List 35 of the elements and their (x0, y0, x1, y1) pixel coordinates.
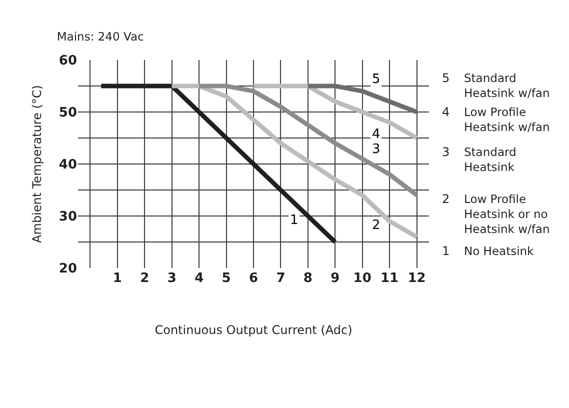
text: 3 (442, 145, 450, 159)
x-tick-label: 5 (222, 271, 231, 286)
series-label: 5 (372, 72, 380, 87)
x-axis-title: Continuous Output Current (Adc) (154, 322, 352, 337)
x-tick-label: 3 (167, 271, 176, 286)
y-tick-label: 40 (58, 158, 77, 173)
text: Low Profile Heatsink or no Heatsink w/fan (464, 192, 550, 236)
text: 4 (442, 105, 450, 119)
x-tick-label: 4 (194, 271, 204, 286)
series-label: 3 (372, 142, 380, 157)
text: No Heatsink (464, 244, 534, 258)
text: 1 (442, 244, 450, 258)
chart-title: Mains: 240 Vac (56, 30, 144, 44)
series-label: 4 (372, 127, 380, 142)
x-tick-label: 11 (380, 271, 399, 286)
x-tick-label: 8 (303, 271, 312, 286)
text: 2 (442, 192, 450, 206)
y-tick-label: 60 (58, 54, 77, 69)
text: Low Profile Heatsink w/fan (464, 105, 550, 134)
x-tick-label: 6 (248, 271, 258, 286)
series-label: 1 (290, 213, 298, 228)
x-tick-label: 9 (330, 271, 340, 286)
text: 5 (442, 71, 450, 85)
y-tick-label: 20 (58, 262, 77, 277)
series-label: 2 (372, 218, 380, 233)
text: Standard Heatsink (464, 145, 516, 174)
x-tick-label: 7 (276, 271, 286, 286)
y-tick-label: 30 (58, 210, 77, 225)
y-tick-label: 50 (58, 106, 77, 121)
x-tick-label: 2 (140, 271, 150, 286)
x-tick-label: 10 (353, 271, 372, 286)
x-tick-label: 12 (408, 271, 426, 286)
y-axis-title: Ambient Temperature (°C) (30, 85, 44, 243)
text: Standard Heatsink w/fan (464, 71, 550, 100)
x-tick-label: 1 (112, 271, 122, 286)
